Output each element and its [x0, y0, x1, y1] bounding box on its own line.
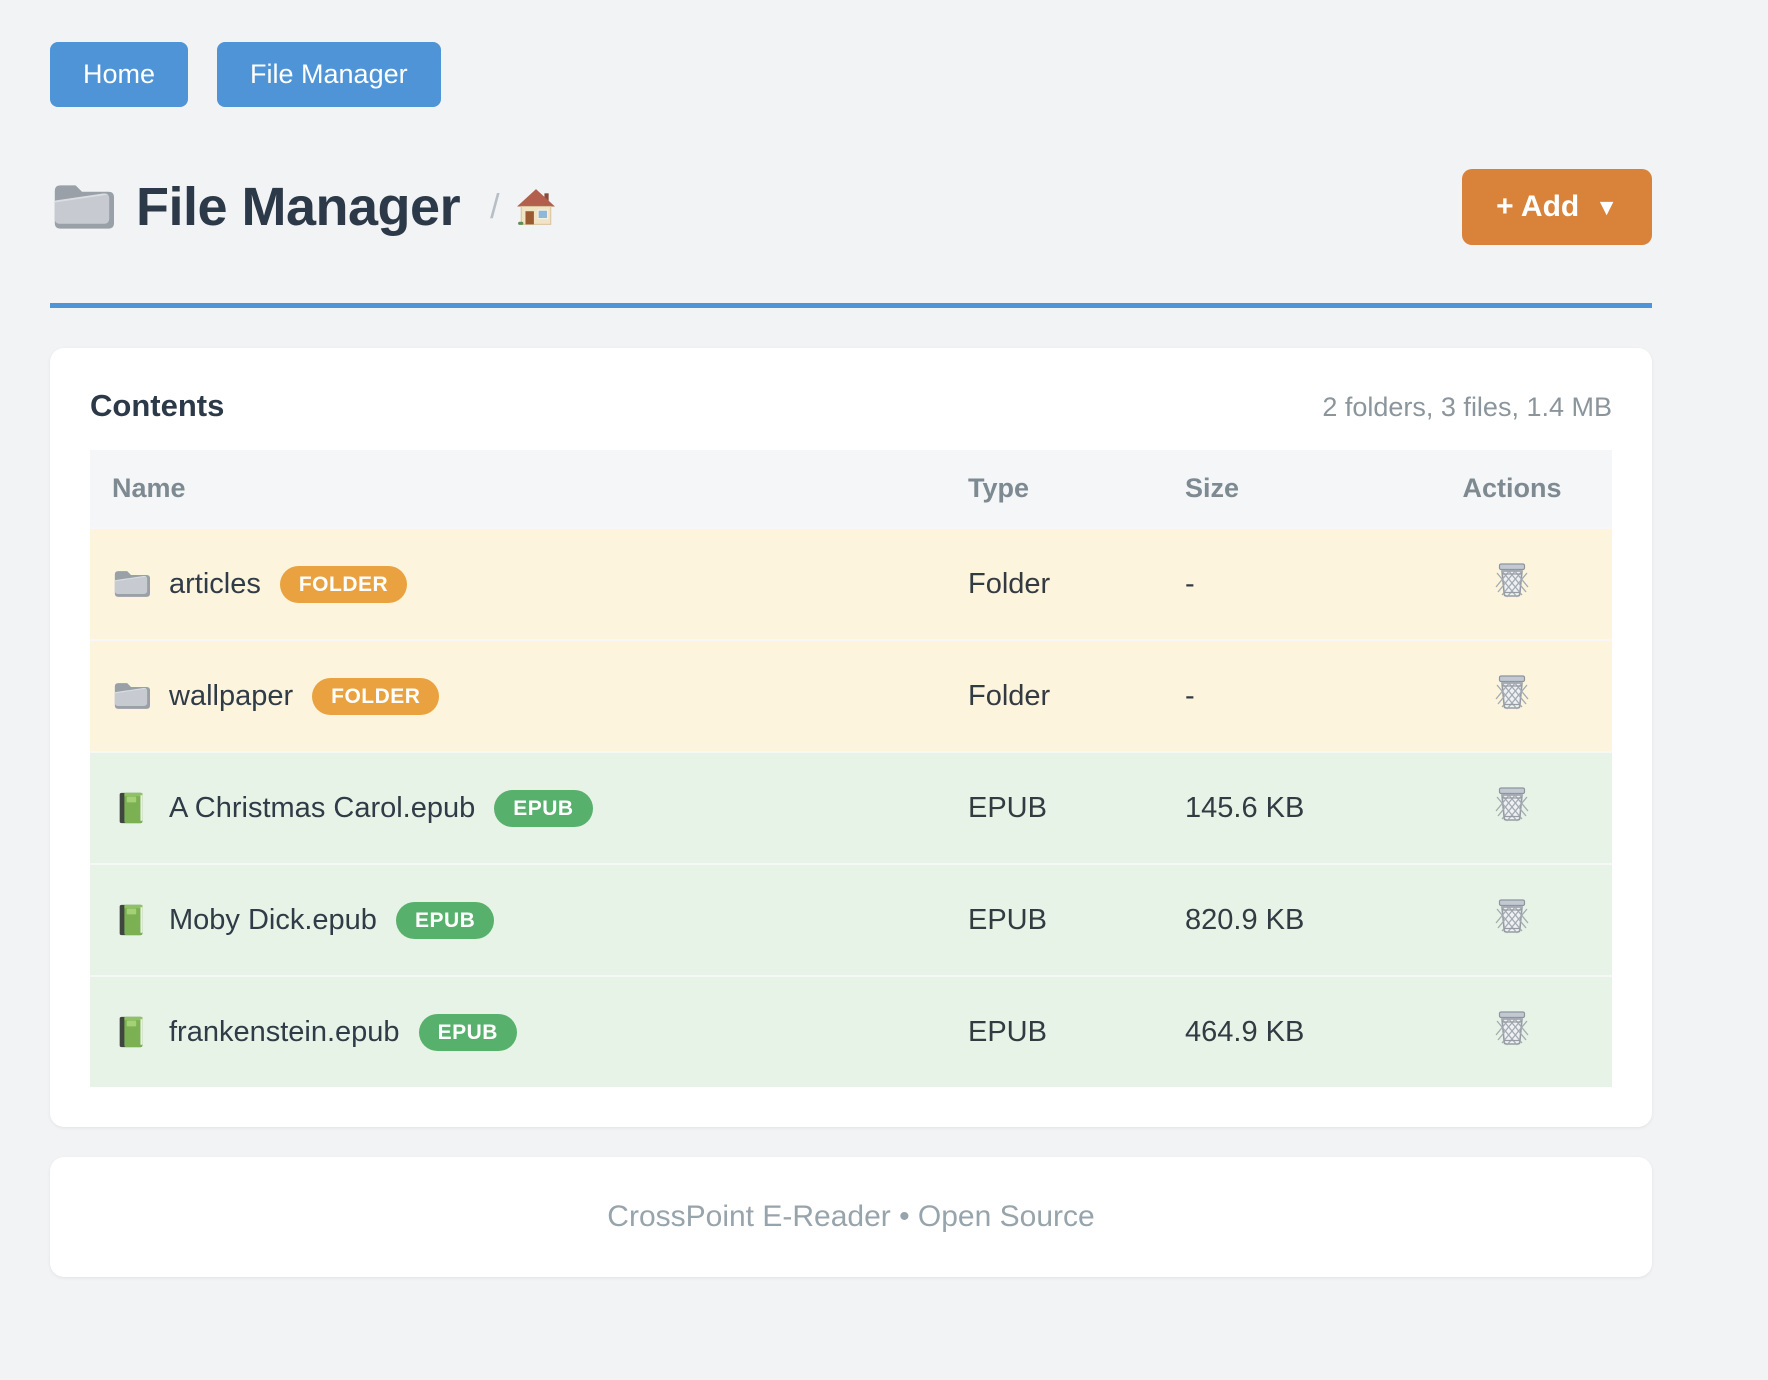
home-icon[interactable] [516, 188, 556, 226]
size-cell: 820.9 KB [1185, 903, 1305, 936]
name-cell[interactable]: articles FOLDER [90, 565, 946, 603]
name-cell[interactable]: Moby Dick.epub EPUB [90, 901, 946, 939]
file-table-body: articles FOLDER Folder - wallpaper FOLD [90, 527, 1612, 1087]
size-cell: 464.9 KB [1185, 1015, 1305, 1048]
chevron-down-icon: ▼ [1595, 193, 1618, 220]
table-row[interactable]: Moby Dick.epub EPUB EPUB 820.9 KB [90, 863, 1612, 975]
actions-cell [1412, 673, 1612, 719]
trash-icon [1495, 787, 1529, 826]
file-name: wallpaper [169, 679, 294, 712]
type-cell: EPUB [968, 1015, 1047, 1048]
file-manager-button[interactable]: File Manager [217, 42, 441, 107]
column-header-actions: Actions [1462, 473, 1562, 503]
add-button-label: + Add [1496, 190, 1580, 223]
actions-cell [1412, 1009, 1612, 1055]
file-name: articles [169, 567, 261, 600]
file-badge: FOLDER [312, 677, 440, 715]
actions-cell [1412, 785, 1612, 831]
trash-icon [1495, 1011, 1529, 1050]
file-type-icon [112, 1015, 150, 1049]
size-cell: - [1185, 679, 1195, 712]
file-name: frankenstein.epub [169, 1015, 400, 1048]
contents-card: Contents 2 folders, 3 files, 1.4 MB Name… [50, 348, 1652, 1127]
table-row[interactable]: A Christmas Carol.epub EPUB EPUB 145.6 K… [90, 751, 1612, 863]
add-button[interactable]: + Add ▼ [1462, 169, 1652, 245]
table-row[interactable]: wallpaper FOLDER Folder - [90, 639, 1612, 751]
delete-button[interactable] [1495, 897, 1529, 938]
file-type-icon [112, 679, 150, 713]
contents-summary: 2 folders, 3 files, 1.4 MB [1322, 392, 1612, 422]
name-cell[interactable]: A Christmas Carol.epub EPUB [90, 789, 946, 827]
actions-cell [1412, 561, 1612, 607]
type-cell: Folder [968, 679, 1051, 712]
file-type-icon [112, 903, 150, 937]
file-badge: FOLDER [279, 565, 408, 603]
file-table-header: Name Type Size Actions [90, 450, 1612, 527]
delete-button[interactable] [1495, 785, 1529, 826]
accent-divider [50, 303, 1652, 308]
page-header: File Manager / + Add ▼ [50, 169, 1652, 245]
table-row[interactable]: frankenstein.epub EPUB EPUB 464.9 KB [90, 975, 1612, 1087]
file-type-icon [112, 791, 150, 825]
type-cell: EPUB [968, 903, 1047, 936]
file-table: Name Type Size Actions articles FOLDER F… [90, 450, 1612, 1087]
folder-icon [50, 179, 114, 235]
column-header-type: Type [968, 473, 1030, 503]
size-cell: - [1185, 567, 1195, 600]
column-header-size: Size [1185, 473, 1240, 503]
trash-icon [1495, 563, 1529, 602]
top-nav: Home File Manager [50, 42, 1652, 107]
file-name: Moby Dick.epub [169, 903, 377, 936]
breadcrumb-separator: / [490, 187, 500, 226]
actions-cell [1412, 897, 1612, 943]
footer: CrossPoint E-Reader • Open Source [50, 1157, 1652, 1277]
page-title: File Manager [136, 177, 461, 237]
file-name: A Christmas Carol.epub [169, 791, 476, 824]
delete-button[interactable] [1495, 673, 1529, 714]
type-cell: Folder [968, 567, 1051, 600]
home-button[interactable]: Home [50, 42, 189, 107]
delete-button[interactable] [1495, 1009, 1529, 1050]
file-badge: EPUB [418, 1013, 517, 1051]
trash-icon [1495, 675, 1529, 714]
delete-button[interactable] [1495, 561, 1529, 602]
type-cell: EPUB [968, 791, 1047, 824]
breadcrumb: / [490, 188, 555, 227]
trash-icon [1495, 899, 1529, 938]
file-badge: EPUB [494, 789, 593, 827]
name-cell[interactable]: wallpaper FOLDER [90, 677, 946, 715]
name-cell[interactable]: frankenstein.epub EPUB [90, 1013, 946, 1051]
column-header-name: Name [112, 473, 186, 503]
file-badge: EPUB [395, 901, 495, 939]
page-container: Home File Manager File Manager / + Add ▼… [50, 0, 1652, 1277]
size-cell: 145.6 KB [1185, 791, 1305, 824]
contents-title: Contents [90, 388, 225, 423]
file-type-icon [112, 567, 150, 601]
table-row[interactable]: articles FOLDER Folder - [90, 527, 1612, 639]
contents-card-header: Contents 2 folders, 3 files, 1.4 MB [90, 388, 1612, 424]
footer-text: CrossPoint E-Reader • Open Source [607, 1200, 1095, 1233]
